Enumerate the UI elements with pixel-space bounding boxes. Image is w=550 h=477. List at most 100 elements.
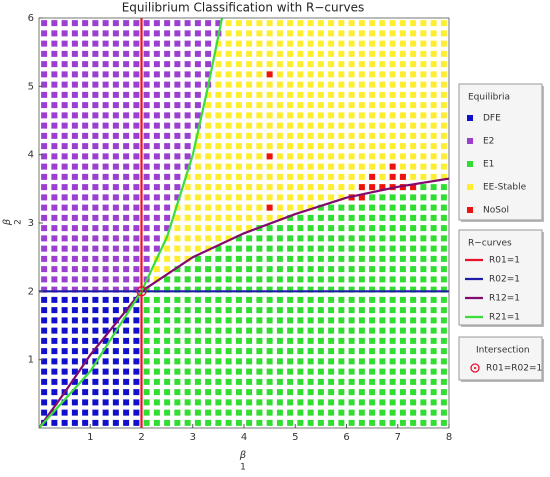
region-cell [235, 132, 242, 139]
region-cell [276, 307, 283, 314]
region-cell [235, 173, 242, 180]
region-cell [317, 276, 324, 283]
region-cell [143, 399, 150, 406]
region-cell [338, 143, 345, 150]
region-cell [297, 348, 304, 355]
region-cell [297, 255, 304, 262]
region-cell [215, 266, 222, 273]
region-cell [287, 112, 294, 119]
region-cell [164, 214, 171, 221]
region-cell [266, 286, 273, 293]
region-cell [102, 30, 109, 37]
region-cell [174, 204, 181, 211]
region-cell [205, 40, 212, 47]
region-cell [266, 40, 273, 47]
region-cell [61, 102, 68, 109]
region-cell [61, 61, 68, 68]
region-cell [338, 419, 345, 426]
region-cell [215, 91, 222, 98]
region-cell [328, 307, 335, 314]
region-cell [184, 122, 191, 129]
region-cell [194, 143, 201, 150]
region-cell [348, 40, 355, 47]
region-cell [440, 50, 447, 57]
region-cell [235, 286, 242, 293]
region-cell [194, 419, 201, 426]
region-cell [256, 266, 263, 273]
region-cell [82, 61, 89, 68]
region-cell [317, 184, 324, 191]
region-cell [92, 194, 99, 201]
region-cell [276, 173, 283, 180]
region-cell [143, 378, 150, 385]
region-cell [41, 153, 48, 160]
region-cell [348, 296, 355, 303]
region-cell [194, 173, 201, 180]
region-cell [328, 163, 335, 170]
region-cell [174, 337, 181, 344]
region-cell [51, 358, 58, 365]
region-cell [71, 112, 78, 119]
region-cell [246, 143, 253, 150]
region-cell [307, 173, 314, 180]
region-cell [420, 112, 427, 119]
region-cell [112, 276, 119, 283]
region-cell [358, 358, 365, 365]
region-cell [358, 30, 365, 37]
region-cell [112, 153, 119, 160]
region-cell [82, 317, 89, 324]
region-cell [51, 266, 58, 273]
region-cell [266, 132, 273, 139]
y-tick-label: 4 [28, 150, 34, 161]
region-cell [317, 91, 324, 98]
region-cell [174, 61, 181, 68]
region-cell [71, 399, 78, 406]
region-cell [287, 348, 294, 355]
region-cell [297, 327, 304, 334]
region-cell [246, 20, 253, 27]
region-cell [225, 368, 232, 375]
region-cell [174, 71, 181, 78]
region-cell [174, 307, 181, 314]
region-cell [297, 409, 304, 416]
x-tick-label: 4 [241, 432, 247, 443]
region-cell [112, 91, 119, 98]
region-cell [399, 214, 406, 221]
region-cell [41, 122, 48, 129]
region-cell [379, 276, 386, 283]
region-cell [317, 296, 324, 303]
region-cell [235, 245, 242, 252]
region-cell [133, 276, 140, 283]
region-cell [194, 245, 201, 252]
legend-marker [470, 363, 480, 373]
nosol-cell [389, 163, 396, 170]
region-cell [71, 163, 78, 170]
region-cell [317, 378, 324, 385]
region-cell [358, 81, 365, 88]
region-cell [297, 91, 304, 98]
region-cell [61, 112, 68, 119]
region-cell [174, 296, 181, 303]
region-cell [276, 81, 283, 88]
region-cell [328, 153, 335, 160]
region-cell [317, 327, 324, 334]
region-cell [92, 317, 99, 324]
region-cell [102, 419, 109, 426]
region-cell [276, 419, 283, 426]
region-cell [123, 358, 130, 365]
region-cell [379, 61, 386, 68]
region-cell [51, 20, 58, 27]
region-cell [276, 296, 283, 303]
region-cell [440, 389, 447, 396]
region-cell [348, 204, 355, 211]
region-cell [184, 40, 191, 47]
region-cell [358, 296, 365, 303]
region-cell [123, 337, 130, 344]
region-cell [123, 276, 130, 283]
region-cell [71, 132, 78, 139]
region-cell [276, 122, 283, 129]
region-cell [256, 409, 263, 416]
region-cell [328, 368, 335, 375]
region-cell [246, 173, 253, 180]
region-cell [71, 409, 78, 416]
